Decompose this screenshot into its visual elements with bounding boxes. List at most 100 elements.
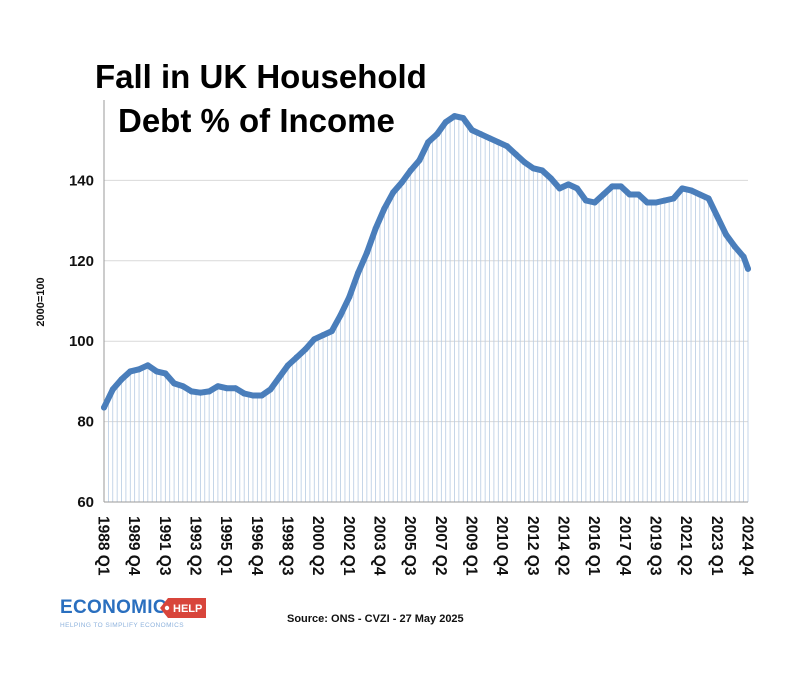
x-tick-label: 2021 Q2 xyxy=(677,516,694,575)
x-tick-label: 2009 Q1 xyxy=(463,516,480,576)
data-point xyxy=(320,332,327,339)
x-tick-label: 1998 Q3 xyxy=(279,516,296,576)
data-point xyxy=(328,328,335,335)
data-point xyxy=(556,185,563,192)
data-point xyxy=(179,383,186,390)
data-point xyxy=(293,354,300,361)
series-points xyxy=(101,113,751,411)
data-point xyxy=(626,191,633,198)
data-point xyxy=(372,225,379,232)
data-point xyxy=(670,195,677,202)
x-tick-label: 1989 Q4 xyxy=(125,516,142,576)
data-point xyxy=(241,390,248,397)
data-point xyxy=(714,213,721,220)
data-point xyxy=(171,380,178,387)
data-point xyxy=(144,362,151,369)
data-point xyxy=(661,197,668,204)
y-tick-label: 140 xyxy=(69,172,94,189)
data-point xyxy=(442,119,449,126)
data-point xyxy=(609,183,616,190)
x-tick-label: 2005 Q3 xyxy=(401,516,418,576)
data-point xyxy=(495,139,502,146)
y-tick-label: 120 xyxy=(69,253,94,270)
x-tick-label: 1996 Q4 xyxy=(248,516,265,576)
x-tick-label: 2024 Q4 xyxy=(739,516,756,576)
data-point xyxy=(127,368,134,375)
data-point xyxy=(162,370,169,377)
data-point xyxy=(477,131,484,138)
data-point xyxy=(267,386,274,393)
x-tick-label: 1993 Q2 xyxy=(187,516,204,575)
chart-title-line-1: Fall in UK Household xyxy=(95,58,427,95)
data-point xyxy=(740,253,747,260)
y-tick-labels: 60 80 100 120 140 xyxy=(69,172,94,511)
data-point xyxy=(206,388,213,395)
economics-help-logo: ECONOMICS HELP HELPING TO SIMPLIFY ECONO… xyxy=(60,597,206,629)
data-point xyxy=(118,376,125,383)
data-point xyxy=(433,131,440,138)
x-tick-label: 2016 Q1 xyxy=(585,516,602,576)
x-tick-label: 1995 Q1 xyxy=(217,516,234,576)
x-tick-label: 2012 Q3 xyxy=(524,516,541,576)
x-tick-label: 2014 Q2 xyxy=(555,516,572,575)
data-point xyxy=(311,336,318,343)
x-tick-label: 1991 Q3 xyxy=(156,516,173,576)
data-point xyxy=(512,151,519,158)
data-point xyxy=(574,185,581,192)
data-point xyxy=(565,181,572,188)
data-point xyxy=(486,135,493,142)
x-tick-label: 2007 Q2 xyxy=(432,516,449,575)
data-point xyxy=(460,115,467,122)
data-point xyxy=(635,191,642,198)
chart-title-line-2: Debt % of Income xyxy=(118,102,395,139)
data-point xyxy=(346,293,353,300)
data-point xyxy=(723,231,730,238)
data-point xyxy=(451,113,458,120)
data-point xyxy=(153,368,160,375)
data-point xyxy=(416,157,423,164)
x-tick-label: 2003 Q4 xyxy=(371,516,388,576)
data-point xyxy=(582,197,589,204)
gridlines xyxy=(104,179,748,423)
logo-word: ECONOMICS xyxy=(60,597,180,618)
data-point xyxy=(696,191,703,198)
data-point xyxy=(109,386,116,393)
data-point xyxy=(617,183,624,190)
data-point xyxy=(731,243,738,250)
data-point xyxy=(547,175,554,182)
data-point xyxy=(679,185,686,192)
y-tick-label: 80 xyxy=(77,414,94,431)
data-point xyxy=(591,199,598,206)
data-point xyxy=(745,265,751,272)
data-point xyxy=(363,249,370,256)
data-point xyxy=(398,179,405,186)
data-point xyxy=(223,385,230,392)
data-point xyxy=(390,189,397,196)
x-tick-label: 2000 Q2 xyxy=(309,516,326,575)
x-tick-labels: 1988 Q1 1989 Q4 1991 Q3 1993 Q2 1995 Q1 1996 … xyxy=(95,516,756,576)
logo-badge-text: HELP xyxy=(173,603,202,615)
data-point xyxy=(258,392,265,399)
data-point xyxy=(381,205,388,212)
y-tick-label: 100 xyxy=(69,333,94,350)
x-tick-label: 2017 Q4 xyxy=(616,516,633,576)
data-point xyxy=(705,195,712,202)
data-point xyxy=(653,199,659,206)
data-point xyxy=(232,385,239,392)
data-point xyxy=(136,366,143,373)
x-tick-label: 1988 Q1 xyxy=(95,516,112,576)
y-axis-label: 2000=100 xyxy=(35,277,47,326)
data-point xyxy=(425,139,432,146)
data-point xyxy=(600,191,607,198)
data-point xyxy=(521,159,528,166)
x-tick-label: 2019 Q3 xyxy=(647,516,664,576)
data-point xyxy=(249,392,256,399)
x-tick-label: 2023 Q1 xyxy=(708,516,725,576)
drop-lines xyxy=(103,116,749,502)
data-point xyxy=(469,127,475,134)
data-point xyxy=(530,165,537,172)
data-point xyxy=(355,269,362,276)
source-note: Source: ONS - CVZI - 27 May 2025 xyxy=(287,613,464,625)
data-point xyxy=(214,383,221,390)
